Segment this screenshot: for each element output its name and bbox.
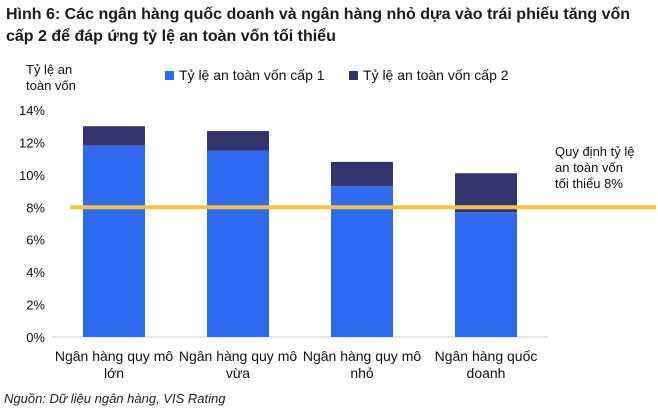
bar-segment-tier2 — [207, 131, 269, 151]
y-tick-label: 4% — [26, 265, 45, 280]
x-category-label: Ngân hàng quy mô — [179, 348, 298, 364]
y-tick-label: 2% — [26, 298, 45, 313]
legend-label: Tỷ lệ an toàn vốn cấp 1 — [179, 67, 325, 83]
bar-segment-tier1 — [207, 150, 269, 337]
y-tick-label: 6% — [26, 233, 45, 248]
x-category-label: doanh — [467, 365, 506, 381]
x-category-label: vừa — [226, 365, 250, 381]
y-tick-label: 14% — [19, 103, 45, 118]
y-tick-label: 12% — [19, 135, 45, 150]
legend: Tỷ lệ an toàn vốn cấp 1 Tỷ lệ an toàn vốn… — [165, 67, 509, 83]
legend-label: Tỷ lệ an toàn vốn cấp 2 — [363, 67, 509, 83]
bar-segment-tier1 — [83, 145, 145, 337]
bar-segment-tier1 — [455, 212, 517, 337]
threshold-annotation-line: an toàn vốn — [555, 160, 623, 175]
y-axis-ticks: 0% 2% 4% 6% 8% 10% 12% 14% — [19, 103, 45, 345]
legend-swatch — [349, 71, 358, 80]
legend-swatch — [165, 71, 174, 80]
x-category-label: Ngân hàng quy mô — [55, 348, 174, 364]
threshold-annotation-line: tối thiểu 8% — [555, 176, 623, 191]
bar-segment-tier2 — [331, 161, 393, 187]
x-category-label: Ngân hàng quy mô — [303, 348, 422, 364]
x-category-label: Ngân hàng quốc — [435, 348, 538, 364]
x-category-label: lớn — [104, 365, 124, 381]
y-tick-label: 8% — [26, 200, 45, 215]
bars — [83, 126, 517, 337]
y-axis-label-line: Tỷ lệ an — [26, 62, 72, 77]
x-category-label: nhỏ — [350, 365, 374, 381]
bar-segment-tier2 — [83, 126, 145, 146]
source-note: Nguồn: Dữ liệu ngân hàng, VIS Rating — [4, 391, 226, 406]
bar-segment-tier1 — [331, 186, 393, 337]
chart-title: Hình 6: Các ngân hàng quốc doanh và ngân… — [6, 6, 631, 45]
y-tick-label: 0% — [26, 330, 45, 345]
y-axis-label-line: toàn vốn — [26, 78, 76, 93]
threshold-annotation-line: Quy định tỷ lệ — [555, 144, 635, 159]
y-tick-label: 10% — [19, 168, 45, 183]
